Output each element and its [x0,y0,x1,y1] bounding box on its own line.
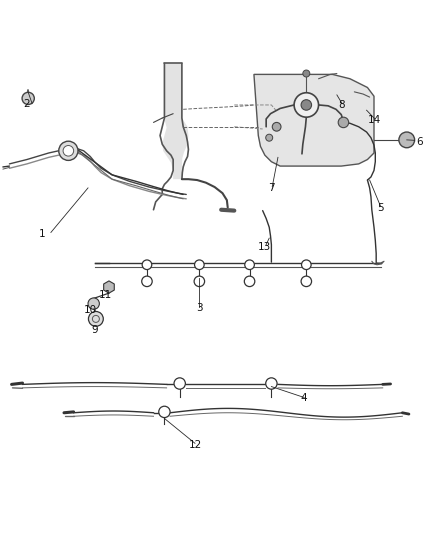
Text: 7: 7 [268,183,275,193]
Text: 9: 9 [91,325,98,335]
Text: 11: 11 [99,290,112,300]
Text: 3: 3 [196,303,203,313]
Circle shape [272,123,281,131]
Circle shape [194,260,204,270]
Circle shape [244,276,255,287]
Text: 6: 6 [417,137,423,147]
Text: 13: 13 [258,242,272,252]
Circle shape [338,117,349,128]
Circle shape [142,276,152,287]
Circle shape [303,70,310,77]
Circle shape [159,406,170,417]
Text: 5: 5 [377,203,384,213]
Circle shape [88,311,103,326]
Circle shape [142,260,152,270]
Circle shape [63,146,74,156]
Polygon shape [162,63,188,179]
Circle shape [294,93,318,117]
Text: 14: 14 [367,115,381,125]
Circle shape [245,260,254,270]
Circle shape [174,378,185,389]
Circle shape [266,134,273,141]
Circle shape [59,141,78,160]
Text: 2: 2 [24,99,30,109]
Circle shape [194,276,205,287]
Text: 4: 4 [301,393,307,403]
Polygon shape [254,75,374,166]
Text: 1: 1 [39,229,46,239]
Text: 8: 8 [338,100,345,110]
Circle shape [266,378,277,389]
Circle shape [88,298,99,309]
Text: 12: 12 [188,440,201,450]
Circle shape [399,132,415,148]
Circle shape [22,92,34,104]
Circle shape [301,276,311,287]
Circle shape [301,260,311,270]
Circle shape [301,100,311,110]
Text: 10: 10 [84,305,97,315]
